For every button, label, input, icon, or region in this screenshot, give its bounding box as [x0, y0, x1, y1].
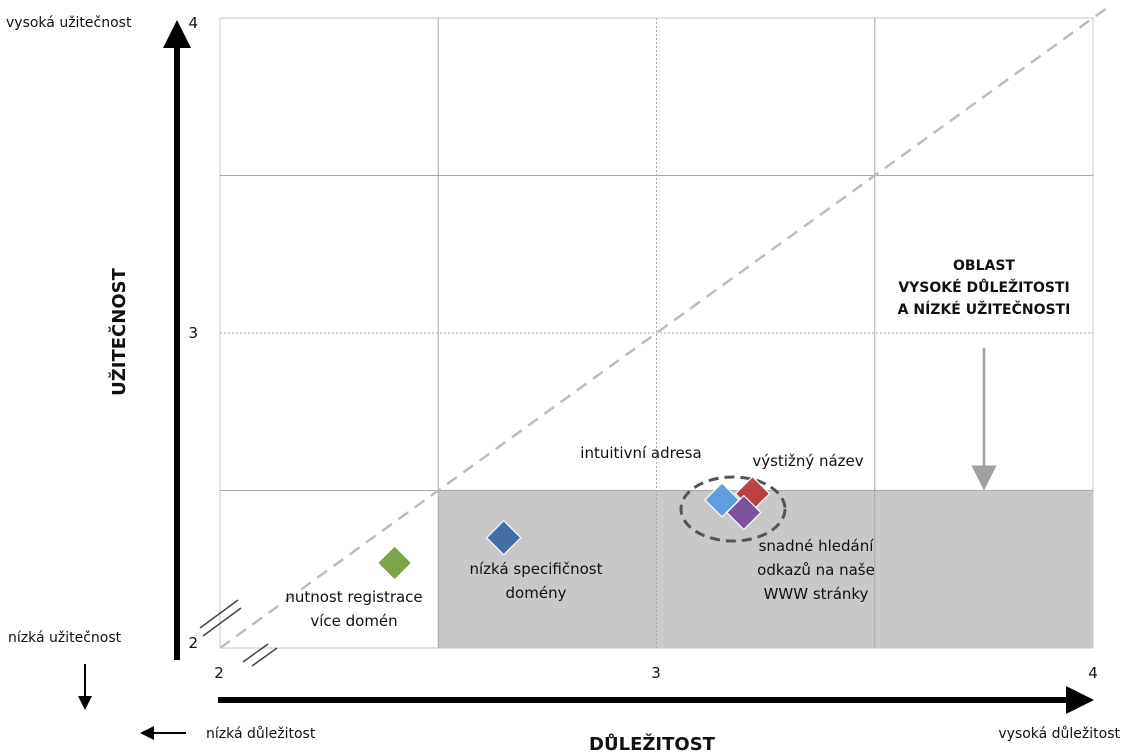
x-tick-4: 4: [1088, 664, 1098, 682]
y-axis-title: UŽITEČNOST: [108, 267, 130, 395]
data-point-1: [485, 519, 522, 556]
y-tick-4: 4: [188, 14, 198, 32]
axis-break-marks: [199, 599, 278, 667]
x-tick-3: 3: [651, 664, 661, 682]
y-high-label: vysoká užitečnost: [6, 15, 132, 31]
y-tick-3: 3: [188, 324, 198, 342]
region-label-line-1: OBLAST: [953, 258, 1015, 274]
label-intuitivni-adresa: intuitivní adresa: [580, 444, 701, 462]
label-domeny: domény: [506, 584, 567, 602]
y-tick-2: 2: [188, 634, 198, 652]
highlight-region-layer: [438, 490, 1093, 648]
data-points-layer: [376, 475, 771, 581]
label-nutnost-registrace: nutnost registrace: [285, 588, 422, 606]
region-label-line-3: A NÍZKÉ UŽITEČNOSTI: [898, 300, 1071, 318]
x-tick-2: 2: [214, 664, 224, 682]
diagonal-layer: [219, 3, 1112, 650]
x-low-label: nízká důležitost: [206, 726, 316, 742]
y-axis-arrow: [163, 20, 191, 660]
x-low-arrow: [140, 726, 186, 740]
data-point-4: [725, 494, 762, 531]
label-vice-domen: více domén: [310, 612, 397, 630]
label-nizka-specificnost: nízká specifičnost: [470, 560, 603, 578]
x-axis-title: DŮLEŽITOST: [589, 732, 716, 755]
y-low-arrow: [78, 664, 92, 710]
label-vystizny-nazev: výstižný název: [752, 452, 863, 470]
x-axis-arrow: [218, 686, 1094, 714]
grid-layer: [220, 18, 1093, 648]
label-snadne-hledani: snadné hledání: [759, 537, 875, 555]
diagonal-line: [219, 3, 1112, 650]
x-high-label: vysoká důležitost: [998, 726, 1120, 742]
cluster-highlight-ellipse: [679, 475, 787, 543]
data-point-0: [376, 545, 413, 581]
label-www-stranky: WWW stránky: [764, 585, 869, 603]
y-low-label: nízká užitečnost: [8, 630, 122, 646]
highlight-region: [438, 490, 1093, 648]
region-label-line-2: VYSOKÉ DŮLEŽITOSTI: [898, 278, 1069, 296]
label-odkazu-na-nase: odkazů na naše: [757, 561, 875, 579]
